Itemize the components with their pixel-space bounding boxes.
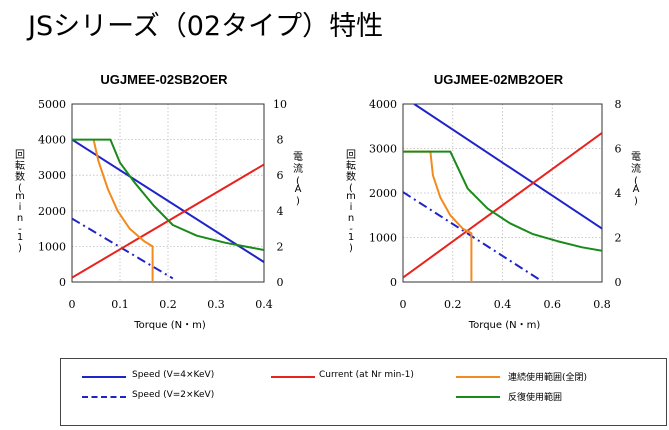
legend-label-continuous-range: 連続使用範囲(全閉) — [508, 373, 588, 383]
chart-title: UGJMEE-02MB2OER — [434, 72, 564, 87]
y-right-tick-label: 8 — [277, 134, 284, 147]
y-left-tick-label: 3000 — [369, 143, 397, 156]
x-tick-label: 0.2 — [444, 298, 462, 311]
y-left-axis-label: 回転数(min-1) — [15, 149, 25, 254]
legend-label-speed-4kev: Speed (V=4×KeV) — [132, 370, 215, 380]
legend-line-current — [271, 376, 315, 378]
x-axis-label: Torque (N・m) — [133, 320, 206, 331]
y-left-axis-label-char: 回 — [15, 149, 25, 161]
y-left-tick-label: 1000 — [369, 232, 397, 245]
y-right-tick-label: 2 — [615, 232, 622, 245]
x-tick-label: 0 — [400, 298, 407, 311]
y-left-tick-label: 2000 — [369, 187, 397, 200]
legend-label-speed-2kev: Speed (V=2×KeV) — [132, 390, 215, 400]
y-right-axis-label: 電流(A) — [631, 151, 641, 207]
y-right-axis-label: 電流(A) — [293, 151, 303, 207]
x-tick-label: 0.8 — [593, 298, 611, 311]
y-left-axis-label-char: ( — [18, 183, 22, 194]
series-line-1a8a1a — [403, 150, 602, 252]
y-left-axis-label-char: 転 — [15, 160, 25, 172]
x-tick-label: 0.4 — [494, 298, 512, 311]
y-right-tick-label: 10 — [273, 98, 287, 111]
y-left-axis-label: 回転数(min-1) — [346, 149, 356, 254]
y-left-tick-label: 3000 — [38, 169, 66, 182]
y-right-axis-label-char: ) — [634, 196, 638, 207]
y-left-tick-label: 2000 — [38, 205, 66, 218]
series-line-f28a1e — [92, 139, 154, 282]
series-line-speed-v-4-kev — [413, 104, 602, 230]
y-left-axis-label-char: ( — [349, 183, 353, 194]
y-right-tick-label: 4 — [277, 205, 284, 218]
y-right-tick-label: 8 — [615, 98, 622, 111]
y-left-axis-label-char: n — [348, 213, 354, 224]
series-line-1a8a1a — [72, 138, 264, 251]
chart-2: 0 1000 2000 3000 4000 0 2 4 6 8 0 0.2 0.4 0.6 0.8 UGJME… — [346, 72, 641, 331]
y-left-axis-label-char: - — [349, 224, 353, 235]
legend-line-speed-4kev — [82, 376, 126, 378]
y-right-tick-label: 0 — [615, 276, 622, 289]
x-tick-label: 0.2 — [159, 298, 177, 311]
y-left-axis-label-char: 転 — [346, 160, 356, 172]
y-left-axis-label-char: 1 — [17, 232, 23, 243]
series-line-f28a1e — [403, 150, 473, 282]
legend-line-speed-2kev — [82, 396, 126, 398]
y-left-axis-label-char: m — [15, 191, 25, 202]
x-tick-label: 0 — [69, 298, 76, 311]
y-right-axis-label-char: 電 — [293, 151, 303, 163]
page-title: JSシリーズ（02タイプ）特性 — [28, 11, 384, 42]
y-right-axis-label-char: A — [295, 184, 302, 195]
y-left-axis-label-char: i — [350, 202, 353, 213]
y-right-tick-label: 2 — [277, 240, 284, 253]
y-left-tick-label: 4000 — [38, 134, 66, 147]
y-left-axis-label-char: 1 — [348, 232, 354, 243]
y-right-axis-label-char: ) — [296, 196, 300, 207]
legend-label-current: Current (at Nr min-1) — [319, 370, 414, 380]
legend-label-repetitive-range: 反復使用範囲 — [508, 393, 563, 403]
y-left-tick-label: 0 — [59, 276, 66, 289]
y-left-tick-label: 0 — [390, 276, 397, 289]
y-left-axis-label-char: 数 — [15, 170, 25, 183]
chart-title: UGJMEE-02SB2OER — [100, 72, 228, 87]
y-right-axis-label-char: ( — [296, 176, 300, 187]
y-right-axis-label-char: 電 — [631, 151, 641, 163]
y-left-axis-label-char: ) — [18, 243, 22, 254]
x-tick-label: 0.4 — [255, 298, 273, 311]
y-right-axis-label-char: ( — [634, 176, 638, 187]
series-line-speed-v-4-kev — [72, 138, 264, 263]
series-line-current-at-nr-min-1 — [403, 132, 602, 279]
y-left-axis-label-char: 数 — [346, 170, 356, 183]
x-axis-label: Torque (N・m) — [468, 320, 541, 331]
y-right-tick-label: 6 — [615, 143, 622, 156]
y-left-axis-label-char: m — [346, 191, 356, 202]
legend: Speed (V=4×KeV) Current (at Nr min-1) 連続… — [60, 358, 667, 426]
y-left-axis-label-char: ) — [349, 243, 353, 254]
chart-1: 0 1000 2000 3000 4000 5000 0 2 4 6 8 10 0 0.1 0.2 0.3 0.… — [15, 72, 303, 331]
y-left-tick-label: 5000 — [38, 98, 66, 111]
y-right-tick-label: 0 — [277, 276, 284, 289]
y-right-tick-label: 4 — [615, 187, 622, 200]
y-left-tick-label: 4000 — [369, 98, 397, 111]
y-left-axis-label-char: - — [18, 224, 22, 235]
y-right-axis-label-char: 流 — [293, 162, 303, 175]
legend-line-repetitive-range — [456, 396, 500, 398]
x-tick-label: 0.6 — [544, 298, 562, 311]
y-left-axis-label-char: 回 — [346, 149, 356, 161]
x-tick-label: 0.1 — [111, 298, 129, 311]
y-left-axis-label-char: i — [19, 202, 22, 213]
legend-line-continuous-range — [456, 376, 500, 378]
y-left-axis-label-char: n — [17, 213, 23, 224]
y-left-tick-label: 1000 — [38, 240, 66, 253]
y-right-tick-label: 6 — [277, 169, 284, 182]
y-right-axis-label-char: A — [633, 184, 640, 195]
x-tick-label: 0.3 — [207, 298, 225, 311]
y-right-axis-label-char: 流 — [631, 162, 641, 175]
plot-frame — [71, 103, 265, 283]
